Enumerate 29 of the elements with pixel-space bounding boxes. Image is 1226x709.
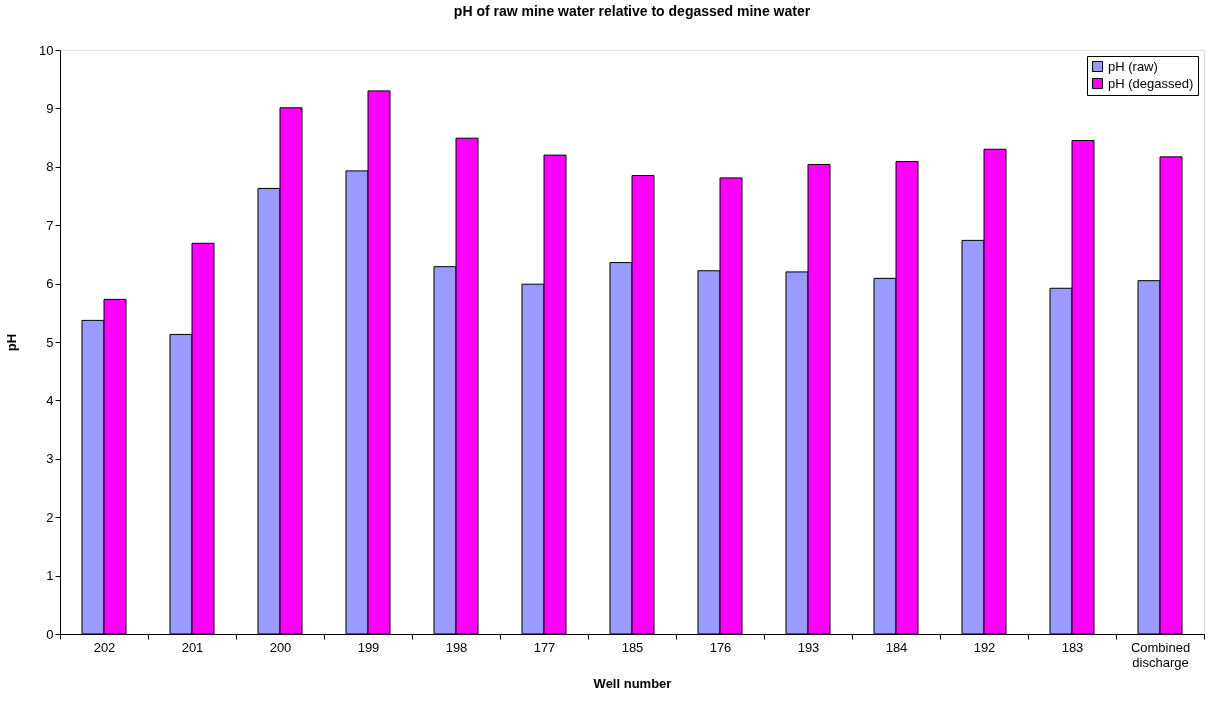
y-tick-label: 6	[46, 276, 54, 292]
x-tick-label: 192	[973, 639, 996, 655]
x-tick-label: 201	[181, 639, 204, 655]
x-tick-label: 185	[621, 639, 644, 655]
y-tick-label: 8	[46, 159, 54, 175]
chart-title: pH of raw mine water relative to degassed mine water	[453, 3, 811, 19]
y-tick-label: 2	[46, 509, 54, 525]
x-tick-label: 177	[533, 639, 556, 655]
y-tick-label: 3	[46, 451, 54, 467]
x-tick-label: 184	[885, 639, 908, 655]
x-tick-label: 202	[93, 639, 116, 655]
x-tick-label: 200	[269, 639, 292, 655]
y-tick-label: 0	[46, 626, 54, 642]
y-tick-label: 9	[46, 100, 54, 116]
x-tick-label: 199	[357, 639, 380, 655]
x-tick-label: Combined discharge	[1130, 639, 1191, 670]
legend-label: pH (raw)	[1108, 58, 1158, 74]
x-tick-label: 183	[1061, 639, 1084, 655]
x-tick-label: 176	[709, 639, 732, 655]
y-axis-title: pH	[4, 333, 20, 352]
y-tick-label: 5	[46, 334, 54, 350]
y-tick-label: 1	[46, 568, 54, 584]
x-axis-title: Well number	[593, 675, 672, 691]
legend-label: pH (degassed)	[1108, 75, 1194, 91]
y-tick-label: 7	[46, 217, 54, 233]
x-tick-label: 198	[445, 639, 468, 655]
y-tick-label: 10	[39, 42, 54, 58]
x-tick-label: 193	[797, 639, 820, 655]
y-tick-label: 4	[46, 392, 54, 408]
